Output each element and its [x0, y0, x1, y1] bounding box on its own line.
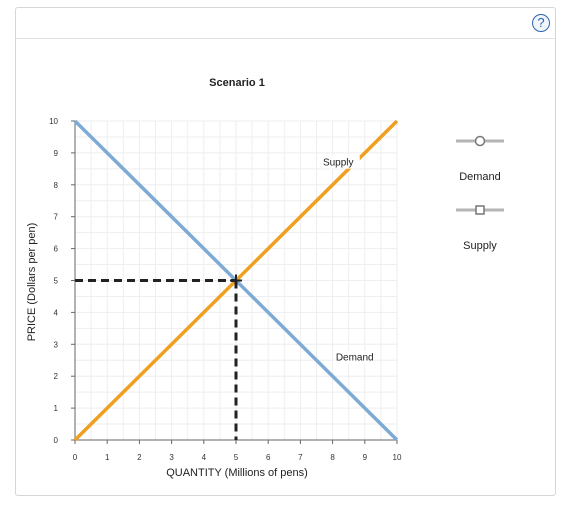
x-tick-label: 2 — [137, 453, 142, 462]
y-tick-label: 6 — [54, 245, 59, 254]
x-tick-label: 9 — [363, 453, 368, 462]
legend-supply-square-icon[interactable] — [475, 205, 485, 215]
demand-curve-label: Demand — [336, 352, 374, 363]
x-tick-label: 6 — [266, 453, 271, 462]
supply-curve-label: Supply — [323, 158, 354, 169]
y-tick-label: 4 — [54, 308, 59, 317]
y-tick-label: 5 — [54, 277, 59, 286]
question-panel: ? — [15, 7, 556, 496]
y-tick-label: 0 — [54, 436, 59, 445]
x-tick-label: 10 — [393, 453, 402, 462]
x-tick-label: 8 — [330, 453, 335, 462]
x-tick-label: 3 — [169, 453, 174, 462]
panel-header: ? — [16, 8, 555, 39]
y-axis-label: PRICE (Dollars per pen) — [26, 223, 38, 342]
x-tick-label: 4 — [202, 453, 207, 462]
marks-layer: Supply Demand — [75, 155, 374, 440]
y-tick-label: 7 — [54, 213, 59, 222]
help-button[interactable]: ? — [532, 14, 550, 32]
x-tick-label: 0 — [73, 453, 78, 462]
x-tick-label: 7 — [298, 453, 303, 462]
x-axis-label: QUANTITY (Millions of pens) — [166, 467, 308, 479]
demand-label-background — [333, 350, 373, 364]
y-tick-label: 9 — [54, 149, 59, 158]
legend[interactable]: Demand Supply — [456, 135, 504, 253]
y-tick-label: 2 — [54, 372, 59, 381]
y-tick-label: 8 — [54, 181, 59, 190]
legend-demand-circle-icon[interactable] — [474, 135, 486, 147]
legend-demand-label: Demand — [459, 171, 501, 183]
supply-label-background — [320, 155, 360, 169]
y-tick-label: 1 — [54, 404, 59, 413]
y-tick-label: 10 — [49, 117, 58, 126]
x-tick-label: 5 — [234, 453, 239, 462]
chart-title: Scenario 1 — [209, 77, 265, 89]
x-tick-label: 1 — [105, 453, 110, 462]
y-tick-label: 3 — [54, 340, 59, 349]
legend-supply-label: Supply — [463, 240, 497, 252]
